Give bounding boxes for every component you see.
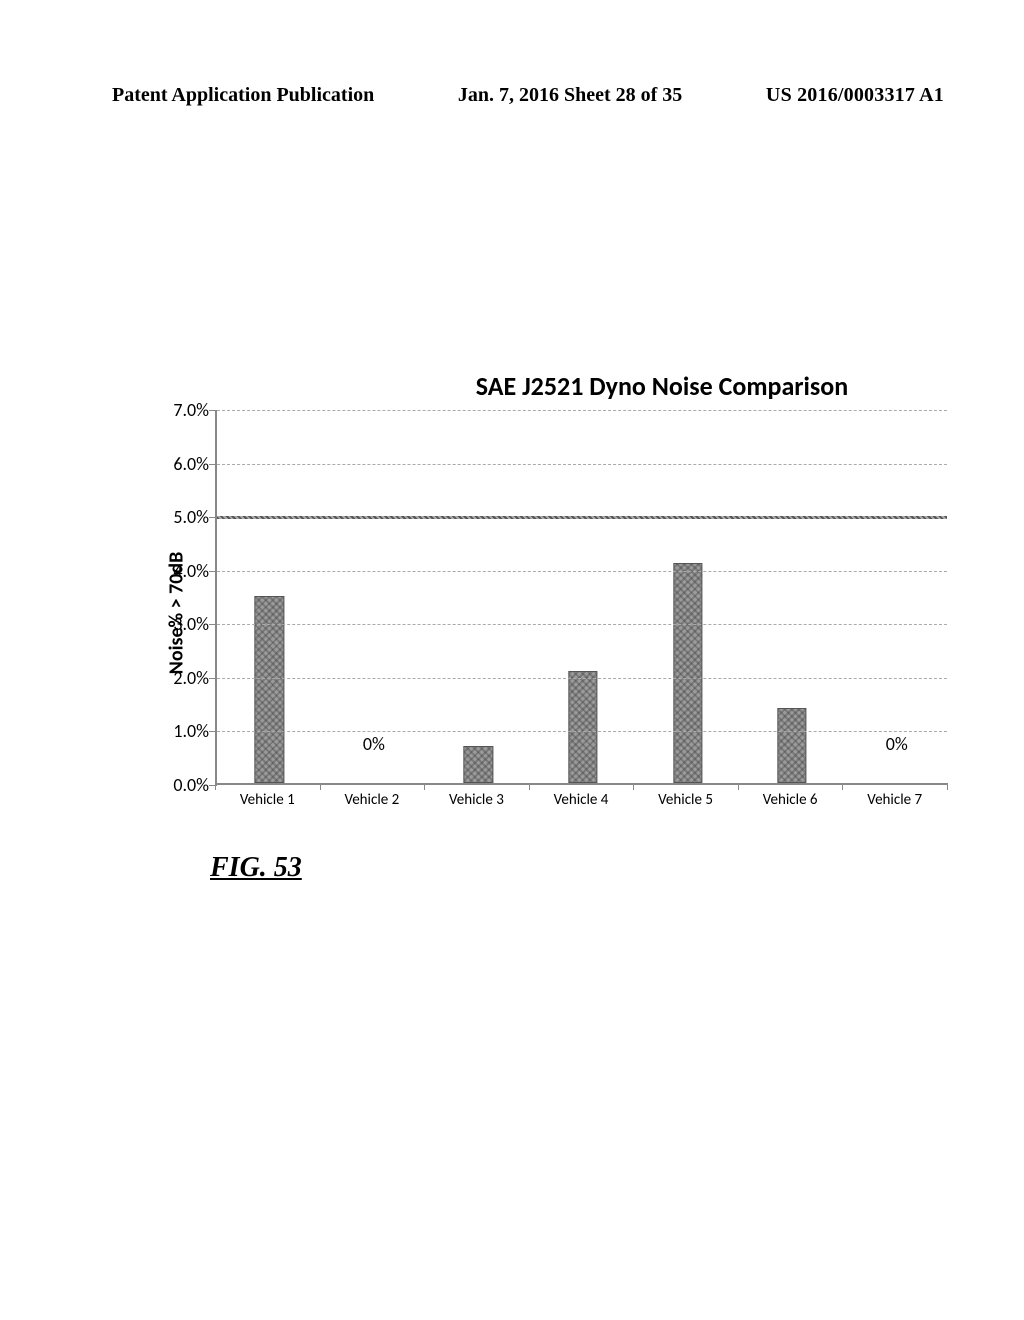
zero-label: 0% [886,733,908,755]
bar [464,746,493,784]
plot-area: 0% 0% [215,410,947,785]
y-tick-label: 7.0% [153,399,209,421]
bar [778,708,807,783]
x-tick-label: Vehicle 5 [658,791,713,809]
bar [568,671,597,784]
gridline [217,571,947,572]
chart: Noise% > 70dB 0%0% Vehicle 1Vehicle 2Veh… [117,410,947,815]
chart-title: SAE J2521 Dyno Noise Comparison [320,370,1004,402]
y-tick-label: 0.0% [153,774,209,796]
header-left: Patent Application Publication [112,84,374,107]
gridline [217,731,947,732]
x-tick-label: Vehicle 6 [763,791,818,809]
y-tick-label: 1.0% [153,720,209,742]
y-tick-label: 3.0% [153,613,209,635]
y-tick-label: 2.0% [153,667,209,689]
bars-layer: 0% 0% [217,410,947,783]
y-tick-label: 5.0% [153,506,209,528]
figure-caption: FIG. 53 [210,852,302,884]
x-tick-label: Vehicle 3 [449,791,504,809]
zero-label: 0% [363,733,385,755]
x-axis-labels: Vehicle 1 Vehicle 2 Vehicle 3 Vehicle 4 Vehi… [215,785,947,815]
gridline [217,678,947,679]
x-tick-label: Vehicle 7 [867,791,922,809]
header-center: Jan. 7, 2016 Sheet 28 of 35 [458,84,682,107]
threshold-line [217,516,947,519]
x-tick-label: Vehicle 2 [344,791,399,809]
x-tick-label: Vehicle 4 [554,791,609,809]
page-header: Patent Application Publication Jan. 7, 2… [112,84,944,107]
gridline [217,410,947,411]
bar [673,563,702,783]
header-right: US 2016/0003317 A1 [766,84,944,107]
x-tick-label: Vehicle 1 [240,791,295,809]
gridline [217,624,947,625]
gridline [217,464,947,465]
y-tick-label: 4.0% [153,560,209,582]
y-tick-label: 6.0% [153,453,209,475]
